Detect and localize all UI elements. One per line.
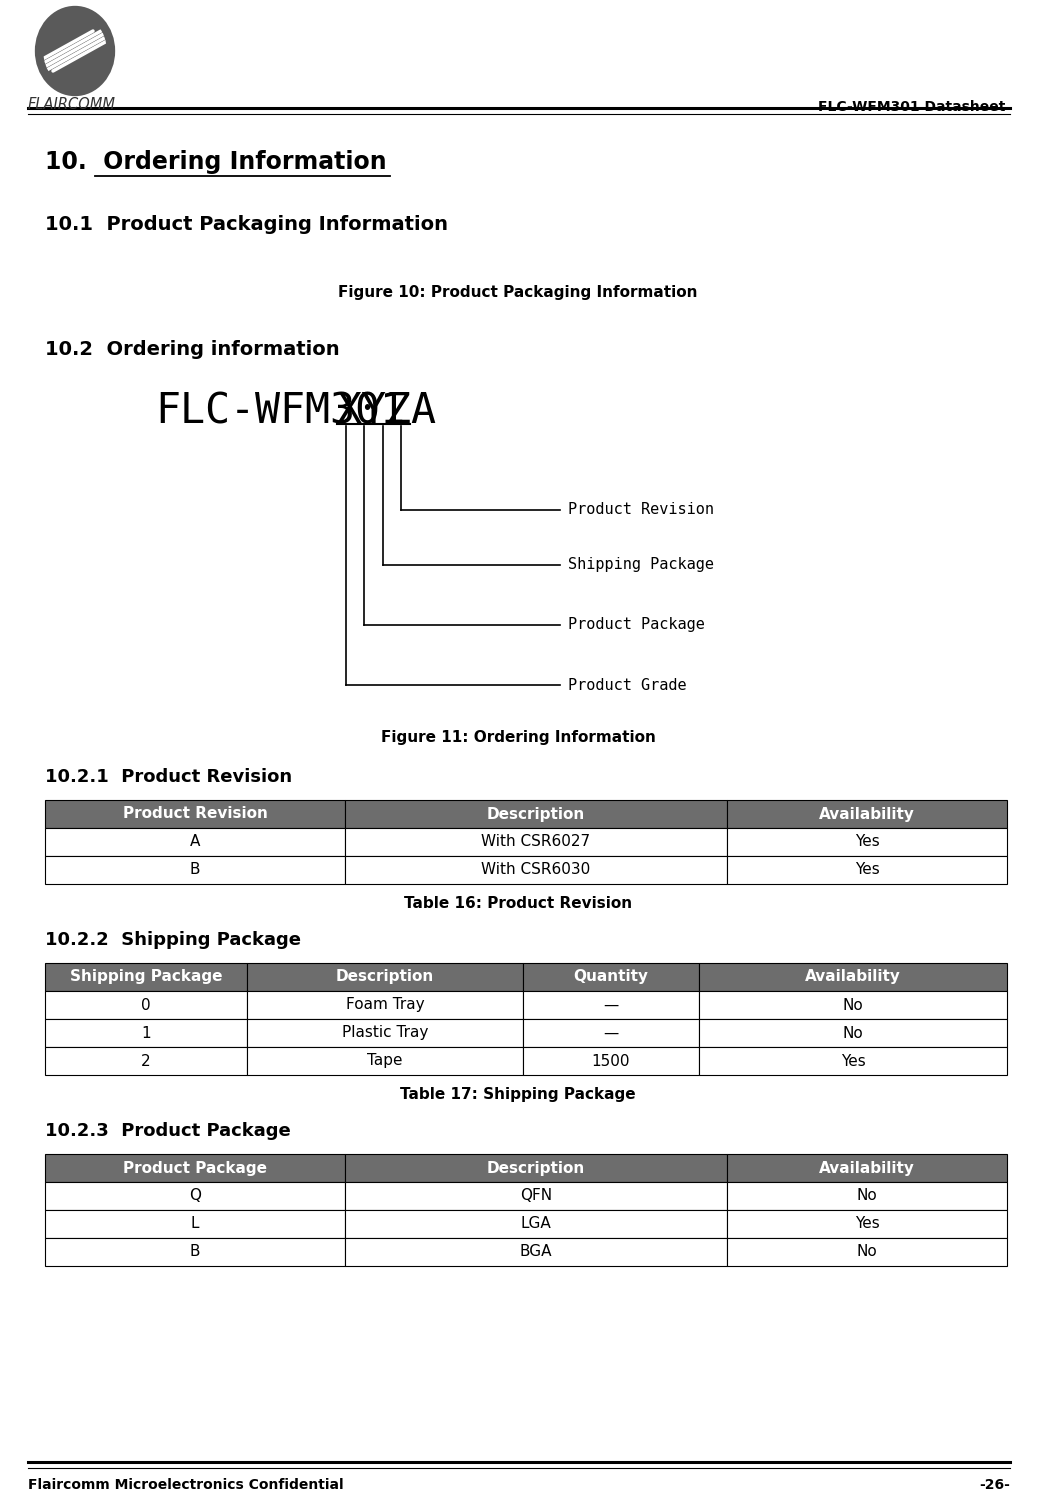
Bar [45, 1154, 345, 1182]
Text: No: No [857, 1245, 877, 1260]
Bar [345, 801, 727, 828]
Text: Description: Description [487, 807, 585, 822]
Bar [45, 1211, 345, 1238]
Bar [45, 1018, 247, 1047]
Bar [523, 991, 699, 1018]
Text: With CSR6030: With CSR6030 [481, 862, 591, 877]
Bar [45, 801, 345, 828]
Text: No: No [843, 997, 864, 1012]
Bar [345, 828, 727, 856]
Text: Shipping Package: Shipping Package [568, 557, 714, 572]
Bar [45, 991, 247, 1018]
Bar [727, 801, 1007, 828]
Text: 0: 0 [141, 997, 150, 1012]
Text: Figure 10: Product Packaging Information: Figure 10: Product Packaging Information [338, 285, 698, 300]
Bar [727, 1182, 1007, 1211]
Text: LGA: LGA [521, 1217, 552, 1232]
Bar [45, 1238, 345, 1266]
Text: Yes: Yes [841, 1053, 865, 1068]
Text: No: No [843, 1026, 864, 1041]
Text: Description: Description [336, 969, 435, 984]
Bar [699, 1047, 1007, 1075]
Text: Foam Tray: Foam Tray [345, 997, 424, 1012]
Bar [345, 1238, 727, 1266]
Text: Shipping Package: Shipping Package [69, 969, 222, 984]
Text: 10.2  Ordering information: 10.2 Ordering information [45, 339, 340, 359]
Text: FLC-WFM301 Datasheet: FLC-WFM301 Datasheet [817, 101, 1005, 114]
Text: Product Revision: Product Revision [122, 807, 268, 822]
Bar [699, 963, 1007, 991]
Text: 1: 1 [141, 1026, 150, 1041]
Text: 1500: 1500 [592, 1053, 630, 1068]
Text: -26-: -26- [979, 1478, 1010, 1491]
Text: FLC-WFM301: FLC-WFM301 [155, 391, 405, 433]
Text: Plastic Tray: Plastic Tray [342, 1026, 428, 1041]
Bar [523, 963, 699, 991]
Bar [727, 828, 1007, 856]
Text: 10.1  Product Packaging Information: 10.1 Product Packaging Information [45, 215, 448, 234]
Bar [699, 1018, 1007, 1047]
Text: Availability: Availability [819, 1161, 915, 1176]
Text: Description: Description [487, 1161, 585, 1176]
Bar [345, 1182, 727, 1211]
Text: Yes: Yes [854, 835, 879, 850]
Bar [727, 1154, 1007, 1182]
Bar [699, 991, 1007, 1018]
Bar [247, 1047, 523, 1075]
Ellipse shape [39, 11, 111, 92]
Text: Availability: Availability [819, 807, 915, 822]
Bar [247, 1018, 523, 1047]
Text: Product Package: Product Package [123, 1161, 267, 1176]
Bar [345, 1154, 727, 1182]
Bar [523, 1047, 699, 1075]
Text: No: No [857, 1188, 877, 1203]
Bar [727, 1238, 1007, 1266]
Bar [45, 828, 345, 856]
Text: B: B [190, 1245, 200, 1260]
Bar [727, 1211, 1007, 1238]
Text: 2: 2 [141, 1053, 150, 1068]
Text: —: — [604, 1026, 619, 1041]
Text: Figure 11: Ordering Information: Figure 11: Ordering Information [381, 730, 655, 745]
Text: Tape: Tape [367, 1053, 402, 1068]
Text: Quantity: Quantity [573, 969, 648, 984]
Text: Yes: Yes [854, 862, 879, 877]
Text: B: B [190, 862, 200, 877]
Text: Yes: Yes [854, 1217, 879, 1232]
Text: 10.2.3  Product Package: 10.2.3 Product Package [45, 1122, 290, 1140]
Text: XYZA: XYZA [337, 391, 437, 433]
Text: L: L [191, 1217, 199, 1232]
Bar [727, 856, 1007, 885]
Text: A: A [190, 835, 200, 850]
Text: Product Grade: Product Grade [568, 677, 686, 692]
Text: With CSR6027: With CSR6027 [481, 835, 590, 850]
Bar [45, 963, 247, 991]
Text: Product Package: Product Package [568, 617, 705, 632]
Text: Flaircomm Microelectronics Confidential: Flaircomm Microelectronics Confidential [28, 1478, 343, 1491]
Text: Product Revision: Product Revision [568, 503, 714, 518]
Text: Q: Q [189, 1188, 201, 1203]
Text: 10.  Ordering Information: 10. Ordering Information [45, 150, 387, 174]
Text: Table 17: Shipping Package: Table 17: Shipping Package [400, 1087, 636, 1102]
Text: Availability: Availability [805, 969, 901, 984]
Bar [345, 1211, 727, 1238]
Bar [45, 1047, 247, 1075]
Text: Table 16: Product Revision: Table 16: Product Revision [404, 897, 633, 912]
Text: BGA: BGA [520, 1245, 553, 1260]
Text: FLAIRCOMM: FLAIRCOMM [28, 98, 116, 113]
Text: QFN: QFN [520, 1188, 552, 1203]
Bar [247, 991, 523, 1018]
Text: —: — [604, 997, 619, 1012]
Bar [45, 856, 345, 885]
Bar [345, 856, 727, 885]
Bar [45, 1182, 345, 1211]
Bar [523, 1018, 699, 1047]
Bar [247, 963, 523, 991]
Text: 10.2.1  Product Revision: 10.2.1 Product Revision [45, 768, 292, 786]
Text: 10.2.2  Shipping Package: 10.2.2 Shipping Package [45, 931, 301, 949]
